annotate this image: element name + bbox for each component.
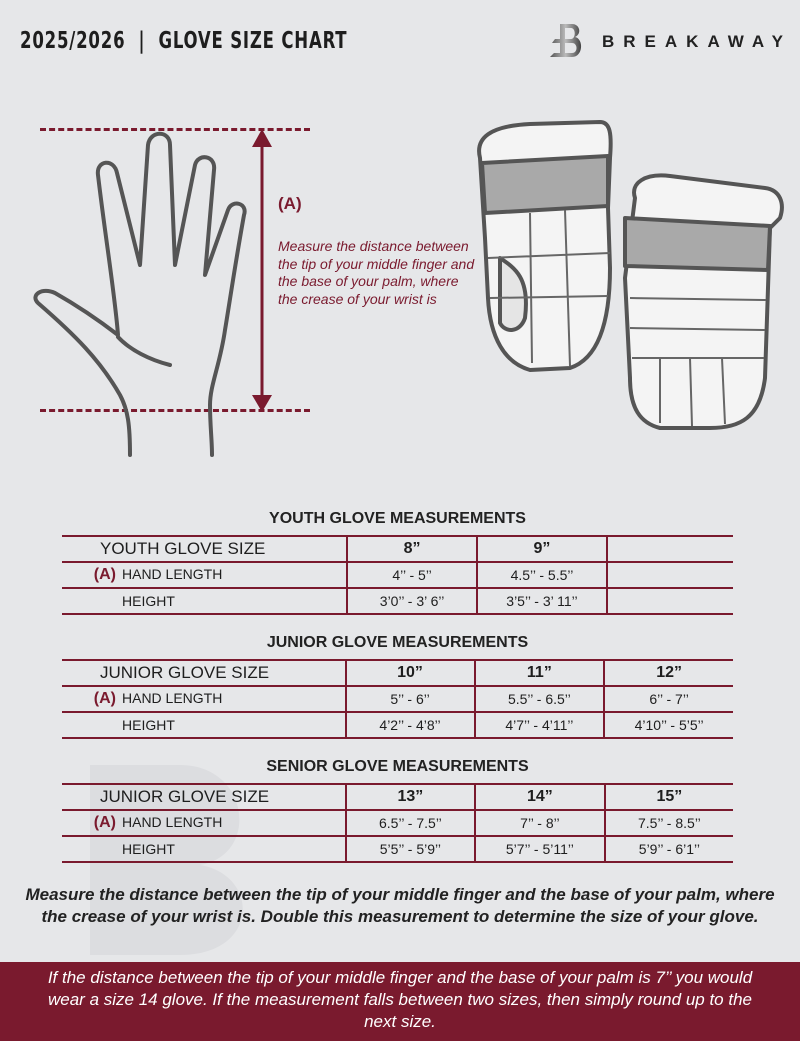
height-cell: 5’5’’ - 5’9’’ [344, 835, 475, 863]
brand-logo: BREAKAWAY [548, 22, 792, 62]
size-cell: 10” [344, 659, 475, 687]
measure-note: Measure the distance between the tip of … [278, 238, 475, 307]
height-label: HEIGHT [62, 835, 346, 863]
youth-size-table: YOUTH GLOVE SIZE 8” 9” (A) HAND LENGTH 4’’ -… [62, 535, 733, 615]
size-cell: 14” [473, 783, 605, 811]
hand-length-label: (A) HAND LENGTH [62, 685, 346, 713]
height-label: HEIGHT [62, 587, 348, 615]
sizing-example: If the distance between the tip of your … [47, 968, 753, 1031]
measure-label-a: (A) [278, 194, 302, 213]
height-cell: 4’2’’ - 4’8’’ [344, 711, 475, 739]
hand-length-label: (A) HAND LENGTH [62, 561, 348, 589]
hockey-gloves-illustration [477, 120, 784, 430]
top-measure-line [40, 128, 310, 131]
size-label: JUNIOR GLOVE SIZE [62, 783, 346, 811]
size-cell: 8” [346, 535, 477, 563]
table-row: YOUTH GLOVE SIZE 8” 9” [62, 535, 733, 563]
hand-label: HAND LENGTH [122, 814, 223, 830]
height-label: HEIGHT [62, 711, 346, 739]
height-cell: 4’10’’ - 5’5’’ [603, 711, 733, 739]
hand-cell: 5.5’’ - 6.5’’ [473, 685, 605, 713]
hand-length-label: (A) HAND LENGTH [62, 809, 346, 837]
height-cell: 3’5’’ - 3’ 11’’ [475, 587, 607, 615]
hand-cell: 4.5’’ - 5.5’’ [475, 561, 607, 589]
size-cell: 11” [473, 659, 605, 687]
junior-size-table: JUNIOR GLOVE SIZE 10” 11” 12” (A) HAND LENGT… [62, 659, 733, 739]
youth-section-title: YOUTH GLOVE MEASUREMENTS [269, 510, 526, 527]
size-label: YOUTH GLOVE SIZE [62, 535, 348, 563]
senior-size-table: JUNIOR GLOVE SIZE 13” 14” 15” (A) HAND LENGT… [62, 783, 733, 863]
measurement-instruction: Measure the distance between the tip of … [25, 885, 775, 926]
size-cell [605, 535, 733, 563]
hand-label: HAND LENGTH [122, 690, 223, 706]
table-row: (A) HAND LENGTH 6.5’’ - 7.5’’ 7’’ - 8’’ 7.5’… [62, 809, 733, 837]
table-row: JUNIOR GLOVE SIZE 10” 11” 12” [62, 659, 733, 687]
table-row: HEIGHT 4’2’’ - 4’8’’ 4’7’’ - 4’11’’ 4’10’’ … [62, 711, 733, 739]
height-cell: 5’9’’ - 6’1’’ [603, 835, 733, 863]
height-cell: 3’0’’ - 3’ 6’’ [346, 587, 477, 615]
table-row: JUNIOR GLOVE SIZE 13” 14” 15” [62, 783, 733, 811]
size-label: JUNIOR GLOVE SIZE [62, 659, 346, 687]
hand-cell [605, 561, 733, 589]
page-title: 2025/2026 | GLOVE SIZE CHART [20, 28, 348, 54]
height-cell [605, 587, 733, 615]
table-row: (A) HAND LENGTH 4’’ - 5’’ 4.5’’ - 5.5’’ [62, 561, 733, 589]
hand-cell: 6’’ - 7’’ [603, 685, 733, 713]
size-cell: 15” [603, 783, 733, 811]
hand-illustration [33, 129, 272, 457]
a-marker: (A) [93, 566, 116, 583]
hand-cell: 4’’ - 5’’ [346, 561, 477, 589]
hand-label: HAND LENGTH [122, 566, 223, 582]
brand-name: BREAKAWAY [602, 32, 792, 51]
hand-cell: 7.5’’ - 8.5’’ [603, 809, 733, 837]
size-cell: 9” [475, 535, 607, 563]
hand-cell: 6.5’’ - 7.5’’ [344, 809, 475, 837]
a-marker: (A) [93, 690, 116, 707]
table-row: HEIGHT 5’5’’ - 5’9’’ 5’7’’ - 5’11’’ 5’9’’ -… [62, 835, 733, 863]
footer-band: If the distance between the tip of your … [0, 962, 800, 1041]
senior-section-title: SENIOR GLOVE MEASUREMENTS [266, 758, 529, 775]
hand-cell: 5’’ - 6’’ [344, 685, 475, 713]
breakaway-logo-icon [550, 24, 582, 57]
junior-section-title: JUNIOR GLOVE MEASUREMENTS [266, 634, 529, 651]
height-cell: 5’7’’ - 5’11’’ [473, 835, 605, 863]
table-row: (A) HAND LENGTH 5’’ - 6’’ 5.5’’ - 6.5’’ 6’’ … [62, 685, 733, 713]
height-cell: 4’7’’ - 4’11’’ [473, 711, 605, 739]
size-cell: 12” [603, 659, 733, 687]
size-cell: 13” [344, 783, 475, 811]
table-row: HEIGHT 3’0’’ - 3’ 6’’ 3’5’’ - 3’ 11’’ [62, 587, 733, 615]
bottom-measure-line [40, 409, 310, 412]
hand-cell: 7’’ - 8’’ [473, 809, 605, 837]
a-marker: (A) [93, 814, 116, 831]
